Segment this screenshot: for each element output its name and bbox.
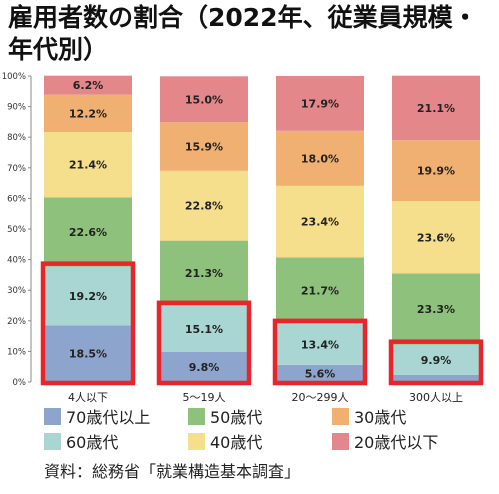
source-note: 資料：総務省「就業構造基本調査」 xyxy=(44,462,301,481)
data-label: 19.9% xyxy=(417,165,455,178)
y-tick-label: 90% xyxy=(7,103,26,113)
y-tick-label: 80% xyxy=(7,133,26,143)
legend-swatch xyxy=(44,432,61,450)
legend-item: 50歳代 xyxy=(188,405,262,427)
stacked-bar-chart: 0% 10% 20% 30% 40% 50% 60% 70% 80% 90% 100% 18.5% 19… xyxy=(2,72,484,404)
bar-segment xyxy=(160,305,248,353)
data-label: 15.0% xyxy=(185,93,223,106)
bar-segment xyxy=(44,197,132,267)
bar-segment xyxy=(44,75,132,95)
bar-segment xyxy=(276,76,364,131)
data-label: 15.9% xyxy=(185,141,223,154)
data-label: 23.3% xyxy=(417,303,455,316)
bar-segment xyxy=(276,130,364,186)
x-category-label: 5～19人 xyxy=(183,391,226,404)
legend-item: 40歳代 xyxy=(188,430,262,452)
bar-segment xyxy=(44,131,132,198)
bar-segment xyxy=(160,76,248,123)
bar-segment xyxy=(392,273,480,345)
legend-label: 40歳代 xyxy=(210,433,263,452)
legend-swatch xyxy=(332,432,349,450)
y-tick-label: 50% xyxy=(7,225,26,235)
y-tick-label: 60% xyxy=(7,194,26,204)
highlight-box xyxy=(388,339,484,386)
legend-item: 60歳代 xyxy=(44,430,118,452)
y-tick-label: 20% xyxy=(7,317,26,327)
highlight-box xyxy=(272,318,368,386)
data-label: 21.4% xyxy=(69,159,107,172)
legend-label: 30歳代 xyxy=(354,408,407,427)
data-label: 19.2% xyxy=(69,290,107,303)
y-tick-label: 30% xyxy=(7,286,26,296)
legend-label: 60歳代 xyxy=(66,433,119,452)
x-category-label: 20～299人 xyxy=(292,391,349,404)
legend-swatch xyxy=(44,407,61,425)
bar-segment xyxy=(392,374,480,382)
bar-segment xyxy=(44,325,132,382)
x-category-label: 300人以上 xyxy=(409,391,463,404)
data-label: 18.5% xyxy=(69,348,107,361)
bar-segment xyxy=(276,364,364,382)
data-label: 23.4% xyxy=(301,216,339,229)
data-label: 18.0% xyxy=(301,152,339,165)
bar-segment xyxy=(392,344,480,375)
bar-segment xyxy=(44,266,132,326)
legend-label: 20歳代以下 xyxy=(354,433,439,452)
data-label: 13.4% xyxy=(301,338,339,351)
legend-item: 20歳代以下 xyxy=(332,430,438,452)
bar-segment xyxy=(44,94,132,132)
data-label: 15.1% xyxy=(185,323,223,336)
bar-segment xyxy=(392,140,480,202)
bar-segment xyxy=(392,75,480,141)
bar-segment xyxy=(160,352,248,382)
data-label: 5.6% xyxy=(305,367,336,380)
data-label: 12.2% xyxy=(69,107,107,120)
legend-swatch xyxy=(188,432,205,450)
data-label: 6.2% xyxy=(73,79,104,92)
legend-label: 50歳代 xyxy=(210,408,263,427)
bar-segment xyxy=(160,240,248,306)
legend-swatch xyxy=(332,407,349,425)
legend-item: 30歳代 xyxy=(332,405,406,427)
bar-segment xyxy=(160,170,248,241)
data-label: 21.7% xyxy=(301,285,339,298)
data-label: 17.9% xyxy=(301,97,339,110)
bar-segment xyxy=(276,323,364,365)
data-label: 22.6% xyxy=(69,226,107,239)
data-label: 23.6% xyxy=(417,231,455,244)
data-label: 21.1% xyxy=(417,102,455,115)
y-tick-label: 100% xyxy=(2,72,26,82)
data-label: 21.3% xyxy=(185,267,223,280)
data-label: 9.9% xyxy=(421,354,452,367)
legend-swatch xyxy=(188,407,205,425)
bar-segment xyxy=(276,257,364,324)
x-category-label: 4人以下 xyxy=(68,391,108,404)
bar-segment xyxy=(392,201,480,274)
y-tick-label: 40% xyxy=(7,256,26,266)
legend-label: 70歳代以上 xyxy=(66,408,151,427)
y-tick-label: 0% xyxy=(13,378,27,388)
data-label: 9.8% xyxy=(189,361,220,374)
y-tick-label: 10% xyxy=(7,347,26,357)
bar-segment xyxy=(276,185,364,258)
highlight-box xyxy=(156,300,252,386)
legend-item: 70歳代以上 xyxy=(44,405,150,427)
highlight-box xyxy=(40,261,136,386)
chart-title: 雇用者数の割合（2022年、従業員規模・年代別） xyxy=(8,3,478,64)
bar-segment xyxy=(160,122,248,171)
y-tick-label: 70% xyxy=(7,164,26,174)
data-label: 22.8% xyxy=(185,200,223,213)
